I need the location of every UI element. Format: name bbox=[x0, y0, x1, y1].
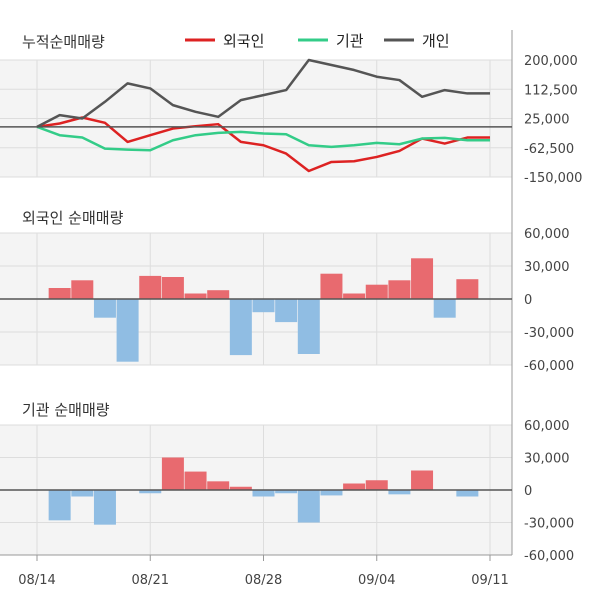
x-tick-label: 08/14 bbox=[18, 573, 55, 588]
bar bbox=[116, 299, 139, 362]
y-tick-label: 60,000 bbox=[524, 227, 570, 242]
bar bbox=[388, 280, 411, 299]
bar bbox=[365, 284, 388, 299]
bar bbox=[71, 490, 94, 497]
bar bbox=[365, 480, 388, 490]
bar bbox=[161, 457, 184, 490]
x-tick-labels: 08/14 08/21 08/28 09/04 09/11 bbox=[18, 555, 509, 588]
institution-bars bbox=[48, 457, 479, 525]
bar bbox=[252, 299, 275, 313]
y-tick-label: 30,000 bbox=[524, 452, 570, 467]
bar bbox=[229, 486, 252, 490]
y-tick-label: 60,000 bbox=[524, 419, 570, 434]
series-line bbox=[36, 116, 490, 173]
bar bbox=[343, 293, 366, 299]
x-tick-label: 08/28 bbox=[245, 573, 282, 588]
bar bbox=[456, 279, 479, 299]
bar bbox=[161, 277, 184, 299]
bar bbox=[184, 293, 207, 299]
bar bbox=[275, 299, 298, 323]
y-tick-label: 25,000 bbox=[524, 113, 570, 128]
y-tick-label: 112,500 bbox=[524, 83, 578, 98]
bar bbox=[275, 490, 298, 494]
y-tick-label: 0 bbox=[524, 293, 532, 308]
legend: 외국인 기관 개인 bbox=[185, 32, 450, 50]
bar bbox=[411, 258, 434, 299]
bar bbox=[93, 299, 116, 318]
bar bbox=[433, 299, 456, 318]
y-tick-label: 0 bbox=[524, 484, 532, 499]
bar bbox=[229, 299, 252, 356]
bar bbox=[297, 490, 320, 523]
y-tick-label: -62,500 bbox=[524, 142, 574, 157]
bar bbox=[48, 288, 71, 299]
bar bbox=[48, 490, 71, 521]
y-tick-label: -150,000 bbox=[524, 171, 582, 186]
y-tick-label: -30,000 bbox=[524, 517, 574, 532]
bar bbox=[71, 280, 94, 299]
foreign-bars bbox=[48, 258, 479, 362]
bar bbox=[252, 490, 275, 497]
legend-label-individual: 개인 bbox=[422, 32, 450, 50]
bar bbox=[456, 490, 479, 497]
x-tick-label: 09/11 bbox=[471, 573, 508, 588]
y-tick-label: -60,000 bbox=[524, 359, 574, 374]
institution-panel-title: 기관 순매매량 bbox=[22, 401, 110, 419]
bar bbox=[297, 299, 320, 354]
bar bbox=[411, 470, 434, 490]
legend-label-foreign: 외국인 bbox=[223, 32, 264, 50]
bar bbox=[320, 273, 343, 299]
y-tick-labels: 200,000 112,500 25,000 -62,500 -150,000 60,00… bbox=[524, 54, 582, 564]
bar bbox=[207, 481, 230, 490]
series-line bbox=[36, 125, 490, 152]
series-line bbox=[36, 58, 490, 128]
legend-label-institution: 기관 bbox=[336, 32, 364, 50]
bar bbox=[320, 490, 343, 496]
foreign-panel-title: 외국인 순매매량 bbox=[22, 209, 124, 227]
bar bbox=[139, 490, 162, 494]
bar bbox=[388, 490, 411, 495]
y-tick-label: -60,000 bbox=[524, 549, 574, 564]
zero-lines bbox=[0, 126, 512, 491]
bar bbox=[139, 275, 162, 299]
cumulative-panel-title: 누적순매매량 bbox=[22, 33, 105, 51]
bar bbox=[343, 483, 366, 490]
bar bbox=[93, 490, 116, 525]
y-tick-label: -30,000 bbox=[524, 326, 574, 341]
y-tick-label: 200,000 bbox=[524, 54, 578, 69]
bar bbox=[207, 290, 230, 299]
cumulative-lines bbox=[36, 58, 490, 173]
x-tick-label: 08/21 bbox=[132, 573, 169, 588]
x-tick-label: 09/04 bbox=[358, 573, 395, 588]
bar bbox=[184, 471, 207, 490]
y-tick-label: 30,000 bbox=[524, 260, 570, 275]
